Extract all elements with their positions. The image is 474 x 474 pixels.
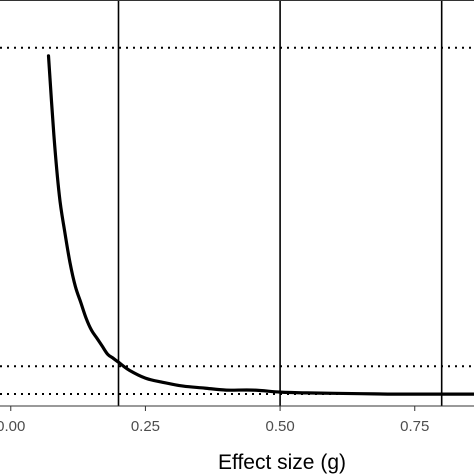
x-tick-label-2: 0.50 [265,418,294,435]
x-axis-title: Effect size (g) [218,451,346,474]
reference-vlines [117,0,443,406]
x-tick-label-3: 0.75 [400,418,429,435]
x-axis: 0.00 0.25 0.50 0.75 [0,0,474,435]
series-line-0 [46,54,474,396]
reference-hlines [0,46,474,396]
x-tick-label-0: 0.00 [0,418,25,435]
x-tick-label-1: 0.25 [131,418,160,435]
series-group [46,54,474,396]
